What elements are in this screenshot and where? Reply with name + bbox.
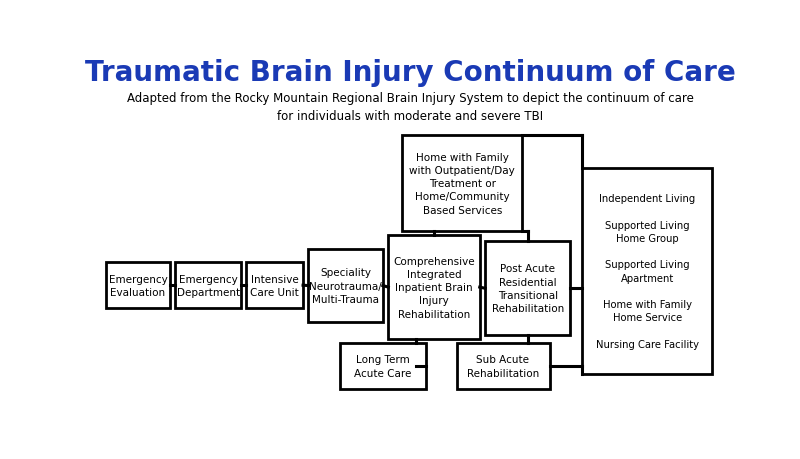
Text: Adapted from the Rocky Mountain Regional Brain Injury System to depict the conti: Adapted from the Rocky Mountain Regional… — [126, 92, 694, 123]
Text: Long Term
Acute Care: Long Term Acute Care — [354, 355, 411, 378]
FancyBboxPatch shape — [485, 242, 570, 336]
Text: Independent Living

Supported Living
Home Group

Supported Living
Apartment

Hom: Independent Living Supported Living Home… — [596, 194, 698, 349]
Text: Emergency
Evaluation: Emergency Evaluation — [109, 274, 167, 297]
FancyBboxPatch shape — [388, 235, 480, 339]
FancyBboxPatch shape — [175, 263, 241, 308]
Text: Traumatic Brain Injury Continuum of Care: Traumatic Brain Injury Continuum of Care — [85, 59, 735, 87]
Text: Home with Family
with Outpatient/Day
Treatment or
Home/Community
Based Services: Home with Family with Outpatient/Day Tre… — [410, 152, 515, 215]
FancyBboxPatch shape — [582, 169, 712, 374]
FancyBboxPatch shape — [340, 343, 426, 389]
FancyBboxPatch shape — [246, 263, 303, 308]
FancyBboxPatch shape — [402, 136, 522, 232]
FancyBboxPatch shape — [309, 249, 383, 323]
Text: Comprehensive
Integrated
Inpatient Brain
Injury
Rehabilitation: Comprehensive Integrated Inpatient Brain… — [394, 256, 475, 319]
Text: Intensive
Care Unit: Intensive Care Unit — [250, 274, 299, 297]
Text: Sub Acute
Rehabilitation: Sub Acute Rehabilitation — [467, 355, 539, 378]
Text: Emergency
Department: Emergency Department — [177, 274, 240, 297]
Text: Speciality
Neurotrauma/
Multi-Trauma: Speciality Neurotrauma/ Multi-Trauma — [310, 268, 382, 304]
Text: Post Acute
Residential
Transitional
Rehabilitation: Post Acute Residential Transitional Reha… — [492, 264, 564, 313]
FancyBboxPatch shape — [457, 343, 550, 389]
FancyBboxPatch shape — [106, 263, 170, 308]
